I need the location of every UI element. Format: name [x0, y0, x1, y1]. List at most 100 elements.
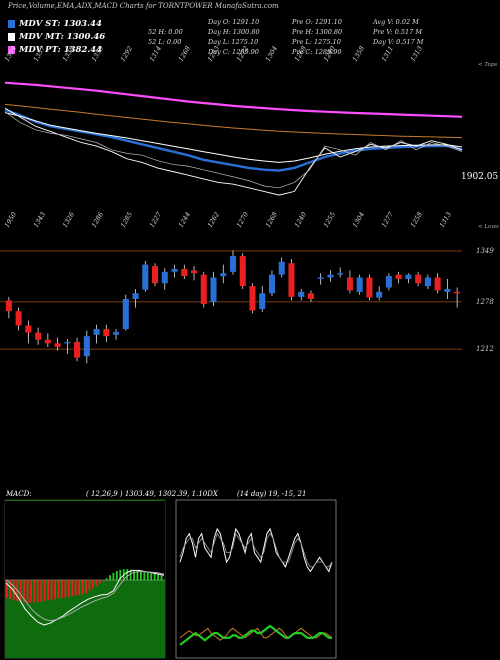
stats-prev: Pre O: 1291.10 Pre H: 1300.80 Pre L: 127… — [292, 17, 342, 57]
candle-up — [220, 273, 227, 277]
candle-down — [74, 341, 81, 358]
candle-down — [346, 277, 353, 291]
candle-up — [376, 291, 383, 298]
stats-volume: Avg V: 0.02 M Pre V: 0.517 M Day V: 0.51… — [373, 17, 423, 47]
stat-prev-high: Pre H: 1300.80 — [292, 28, 343, 36]
stat-day-open: Day O: 1291.10 — [208, 18, 260, 26]
macd-histogram-bar — [54, 580, 56, 600]
stat-prev-low: Pre L: 1275.10 — [292, 38, 341, 46]
macd-histogram-bar — [136, 571, 139, 580]
macd-histogram-bar — [74, 580, 77, 596]
macd-histogram-bar — [105, 578, 108, 580]
legend-swatch-mt — [8, 33, 15, 41]
legend-mdv-pt: MDV PT: 1382.44 — [8, 45, 158, 56]
macd-histogram-bar — [109, 575, 111, 580]
ema-bottom-tick: 1343 — [32, 211, 47, 229]
macd-histogram-bar — [146, 572, 149, 580]
macd-histogram-bar — [153, 574, 156, 580]
legend-mdv-mt: MDV MT: 1300.46 — [8, 32, 158, 43]
candle-down — [5, 300, 12, 312]
ema-top-tick: 1240 — [322, 45, 337, 63]
tops-label: < Tops — [478, 62, 498, 68]
candle-down — [15, 311, 22, 326]
candle-down — [454, 291, 461, 294]
stat-day-volume: Day V: 0.517 M — [373, 38, 424, 46]
stat-52-high: 52 H: 0.00 — [148, 28, 183, 36]
adx-line-plus — [179, 527, 333, 573]
candle-down — [415, 274, 422, 284]
adx-line-adx — [179, 624, 332, 646]
lows-label: < Lows — [478, 224, 499, 230]
macd-histogram-bar — [150, 573, 153, 580]
ema-top-tick: 1283 — [206, 45, 221, 63]
macd-histogram-bar — [119, 569, 122, 580]
candle-up — [132, 293, 139, 299]
candle-up — [142, 264, 149, 290]
ema-line-price — [4, 107, 463, 196]
ema-line-orange — [4, 103, 463, 139]
legend-label-mt: MDV MT: 1300.46 — [19, 32, 106, 42]
candle-up — [327, 274, 334, 278]
ema-top-tick: 1272 — [235, 45, 250, 63]
macd-histogram-bar — [95, 580, 98, 586]
price-panel: 1349 1278 1212 — [0, 247, 494, 364]
stat-prev-volume: Pre V: 0.517 M — [373, 28, 423, 36]
ema-top-tick: 1357 — [32, 44, 48, 63]
ema-bottom-tick: 1286 — [90, 211, 105, 229]
macd-histogram-bar — [129, 569, 132, 580]
macd-histogram-bar — [67, 580, 70, 597]
ema-bottom-tick: 1326 — [61, 211, 76, 229]
adx-values: (14 day) 19, -15, 21 — [237, 490, 307, 498]
stat-prev-close: Pre C: 1289.90 — [292, 48, 342, 56]
stat-day-close: Day C: 1289.90 — [208, 48, 259, 56]
macd-histogram-bar — [30, 580, 32, 603]
ema-bottom-tick: 1285 — [119, 211, 134, 229]
stat-52-low: 52 L: 0.00 — [148, 38, 182, 46]
candle-down — [395, 274, 402, 279]
macd-panel — [4, 499, 166, 659]
stat-prev-open: Pre O: 1291.10 — [292, 18, 342, 26]
macd-histogram-bar — [81, 580, 84, 595]
macd-histogram-bar — [85, 580, 87, 594]
candle-down — [366, 277, 373, 298]
ema-top-tick: 1268 — [177, 45, 192, 63]
macd-histogram-bar — [91, 580, 94, 589]
price-hline-label: 1212 — [476, 345, 494, 353]
ema-bottom-tick: 1313 — [438, 211, 453, 229]
chart-header-title: Price,Volume,EMA,ADX,MACD Charts for TOR… — [8, 2, 279, 10]
macd-histogram-bar — [19, 580, 22, 602]
macd-histogram-bar — [23, 580, 26, 603]
candle-up — [298, 291, 305, 297]
stats-52w: 52 H: 0.00 52 L: 0.00 — [148, 27, 183, 47]
ema-top-tick: 1314 — [148, 45, 163, 63]
candle-up — [229, 256, 237, 272]
ema-bottom-tick: 1270 — [235, 211, 250, 229]
candle-up — [210, 277, 217, 302]
candle-up — [337, 273, 344, 275]
candle-up — [317, 277, 324, 279]
ema-panel: 1394 1357 1338 1358 1292 1314 1268 1283 1272 1304… — [3, 44, 463, 229]
macd-line-macd — [5, 569, 165, 626]
ema-bottom-tick: 1258 — [409, 211, 424, 229]
macd-values: ( 12,26,9 ) 1303.49, 1302.39, 1.10DX — [86, 490, 218, 498]
macd-upper-band — [5, 501, 165, 580]
macd-histogram-bar — [98, 580, 101, 584]
macd-histogram-bar — [126, 569, 129, 580]
price-hline-label: 1349 — [476, 247, 494, 255]
candle-up — [83, 336, 90, 357]
ema-top-tick: 1311 — [380, 45, 395, 63]
price-readout: 1902.05 — [461, 172, 499, 182]
candle-up — [405, 274, 412, 279]
adx-line-minus — [179, 627, 333, 641]
candle-down — [288, 263, 295, 297]
ema-top-tick: 1268 — [293, 45, 308, 63]
candle-up — [385, 276, 392, 288]
candle-up — [424, 277, 431, 287]
legend-label-st: MDV ST: 1303.44 — [19, 19, 102, 29]
candle-down — [35, 332, 42, 340]
candle-down — [25, 325, 32, 333]
ema-top-tick: 1338 — [61, 45, 76, 63]
macd-histogram-bar — [47, 580, 50, 601]
ema-bottom-tick: 1227 — [148, 210, 164, 229]
candle-down — [249, 286, 256, 311]
